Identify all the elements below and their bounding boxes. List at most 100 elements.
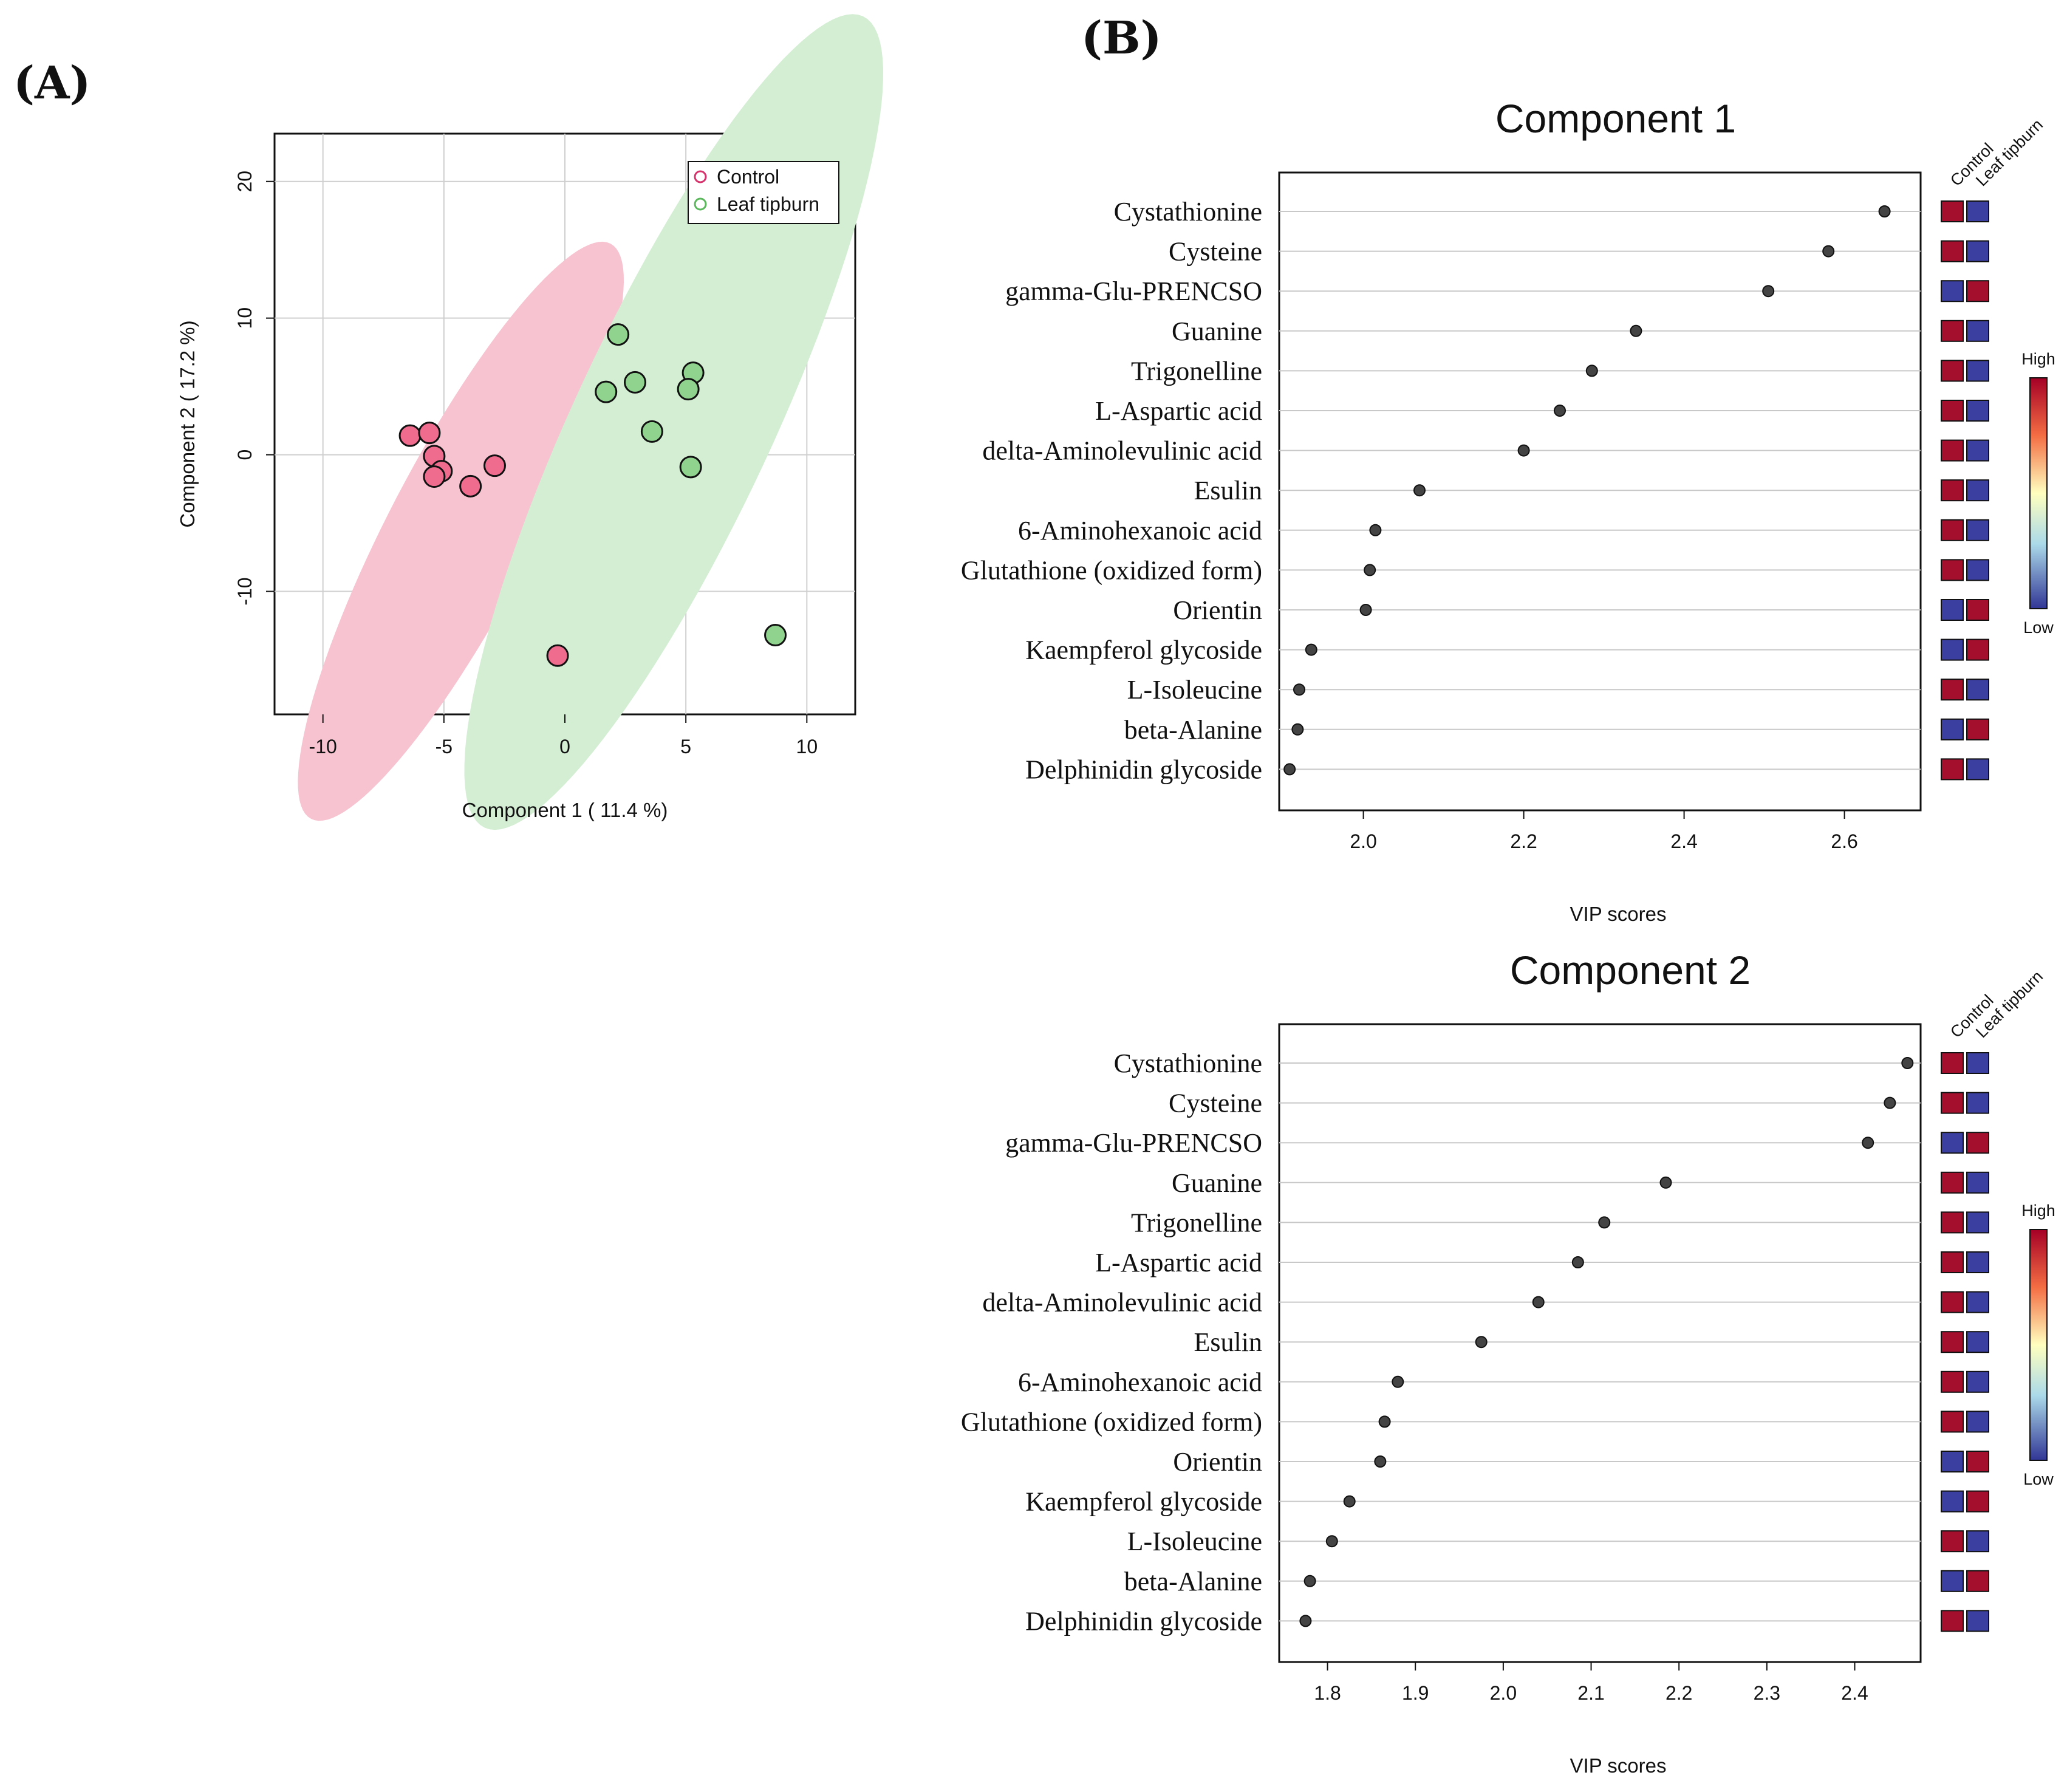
- heatmap-cell: [1966, 400, 1989, 422]
- vip-score-point: [1630, 324, 1642, 337]
- heatmap-cell: [1941, 679, 1964, 701]
- vip-score-point: [1517, 444, 1530, 457]
- heatmap-cell: [1966, 1211, 1989, 1234]
- vip-score-point: [1369, 524, 1382, 536]
- vip-score-point: [1325, 1535, 1338, 1548]
- leaf-tipburn-point: [764, 624, 787, 647]
- panel-a-label: (A): [13, 57, 91, 109]
- vip-score-point: [1305, 643, 1317, 656]
- heatmap-cell: [1941, 1251, 1964, 1273]
- vip-metabolite-label: Delphinidin glycoside: [1025, 1606, 1262, 1636]
- scores-x-tick-label: -10: [309, 736, 337, 757]
- leaf-tipburn-point: [679, 456, 702, 479]
- leaf-tipburn-point: [607, 323, 630, 346]
- vip-score-point: [1359, 604, 1372, 616]
- heatmap-cell: [1966, 758, 1989, 781]
- heatmap-cell: [1966, 718, 1989, 740]
- vip-metabolite-label: L-Aspartic acid: [1095, 396, 1262, 426]
- vip-x-tick-label: 2.4: [1670, 830, 1697, 852]
- vip-score-point: [1475, 1336, 1488, 1349]
- vip-score-point: [1303, 1575, 1316, 1587]
- heatmap-cell: [1966, 1530, 1989, 1553]
- control-point: [459, 474, 482, 498]
- scores-ellipses: [298, 14, 883, 830]
- colorbar: [2029, 377, 2048, 609]
- leaf-tipburn-point: [595, 380, 618, 403]
- scores-y-tick-label: 20: [234, 171, 256, 193]
- heatmap-cell: [1941, 599, 1964, 621]
- vip-plot-frame: [1278, 171, 1922, 812]
- scores-x-tick-label: -5: [436, 736, 453, 757]
- vip-x-tick-label: 2.2: [1666, 1682, 1692, 1704]
- panel-b-label: (B): [1081, 12, 1162, 64]
- vip-plot-frame: [1278, 1023, 1922, 1663]
- heatmap-cell: [1941, 479, 1964, 502]
- vip-score-point: [1884, 1096, 1896, 1109]
- heatmap-cell: [1941, 1092, 1964, 1114]
- scores-x-tick-label: 10: [796, 736, 818, 757]
- vip-x-tick-label: 1.8: [1314, 1682, 1341, 1704]
- vip-metabolite-label: L-Aspartic acid: [1095, 1248, 1262, 1277]
- vip-metabolite-label: Orientin: [1173, 1447, 1262, 1477]
- scores-x-tick-label: 0: [559, 736, 570, 757]
- control-point: [546, 644, 569, 667]
- heatmap-cell: [1966, 479, 1989, 502]
- vip-metabolite-label: Glutathione (oxidized form): [961, 555, 1262, 585]
- vip-x-tick-label: 2.3: [1754, 1682, 1780, 1704]
- heatmap-cell: [1966, 200, 1989, 222]
- heatmap-cell: [1966, 1411, 1989, 1433]
- scores-y-axis-label: Component 2 ( 17.2 %): [176, 320, 199, 527]
- heatmap-cell: [1941, 360, 1964, 382]
- vip-score-point: [1862, 1137, 1874, 1149]
- vip-x-tick-label: 2.0: [1350, 830, 1376, 852]
- vip-score-point: [1822, 245, 1835, 258]
- vip-score-point: [1299, 1615, 1312, 1627]
- heatmap-cell: [1966, 1610, 1989, 1632]
- heatmap-cell: [1941, 280, 1964, 303]
- heatmap-cell: [1966, 1490, 1989, 1513]
- vip-score-point: [1585, 364, 1598, 377]
- heatmap-cell: [1941, 1171, 1964, 1194]
- vip-1-title: Component 1: [1495, 96, 1736, 141]
- vip-score-point: [1554, 405, 1566, 417]
- vip-metabolite-label: L-Isoleucine: [1127, 675, 1262, 705]
- heatmap-cell: [1941, 1211, 1964, 1234]
- legend-control-marker: [694, 170, 707, 183]
- scores-y-axis: -10 0 10 20: [234, 171, 275, 606]
- vip-metabolite-label: beta-Alanine: [1124, 715, 1262, 745]
- scores-y-tick-label: 0: [234, 450, 256, 460]
- vip-score-point: [1659, 1176, 1672, 1189]
- heatmap-cell: [1941, 1132, 1964, 1154]
- vip-metabolite-label: Kaempferol glycoside: [1025, 635, 1262, 665]
- heatmap-cell: [1941, 1331, 1964, 1353]
- heatmap-cell: [1966, 439, 1989, 462]
- leaf-tipburn-point: [624, 371, 647, 394]
- heatmap-cell: [1966, 599, 1989, 621]
- vip-score-point: [1532, 1296, 1545, 1308]
- vip-x-axis-label: VIP scores: [1570, 1754, 1667, 1777]
- vip-metabolite-label: Kaempferol glycoside: [1025, 1487, 1262, 1517]
- vip-metabolite-label: Glutathione (oxidized form): [961, 1407, 1262, 1437]
- heatmap-cell: [1966, 519, 1989, 541]
- vip-metabolite-label: 6-Aminohexanoic acid: [1018, 516, 1262, 545]
- heatmap-cell: [1941, 1570, 1964, 1592]
- vip-score-point: [1413, 484, 1426, 497]
- heatmap-cell: [1941, 400, 1964, 422]
- heatmap-cell: [1941, 1370, 1964, 1393]
- vip-metabolite-label: Guanine: [1172, 316, 1262, 346]
- vip-x-tick-label: 2.2: [1510, 830, 1537, 852]
- vip-metabolite-label: Esulin: [1194, 1327, 1262, 1357]
- scores-x-axis: -10 -5 0 5 10: [309, 714, 818, 757]
- vip-plot-component-1: Component 1 Cystathionine Cysteine gamma-G…: [961, 96, 2055, 925]
- vip-metabolite-label: Cysteine: [1169, 237, 1262, 267]
- heatmap-cell: [1941, 638, 1964, 661]
- vip-metabolite-label: 6-Aminohexanoic acid: [1018, 1367, 1262, 1397]
- heatmap-cell: [1941, 1291, 1964, 1313]
- vip-x-tick-label: 1.9: [1402, 1682, 1429, 1704]
- vip-x-tick-label: 2.4: [1841, 1682, 1868, 1704]
- vip-score-point: [1598, 1216, 1611, 1229]
- heatmap-cell: [1941, 1411, 1964, 1433]
- heatmap-cell: [1966, 320, 1989, 342]
- vip-metabolite-label: Trigonelline: [1131, 356, 1262, 386]
- legend-leaf-tipburn-label: Leaf tipburn: [717, 193, 819, 215]
